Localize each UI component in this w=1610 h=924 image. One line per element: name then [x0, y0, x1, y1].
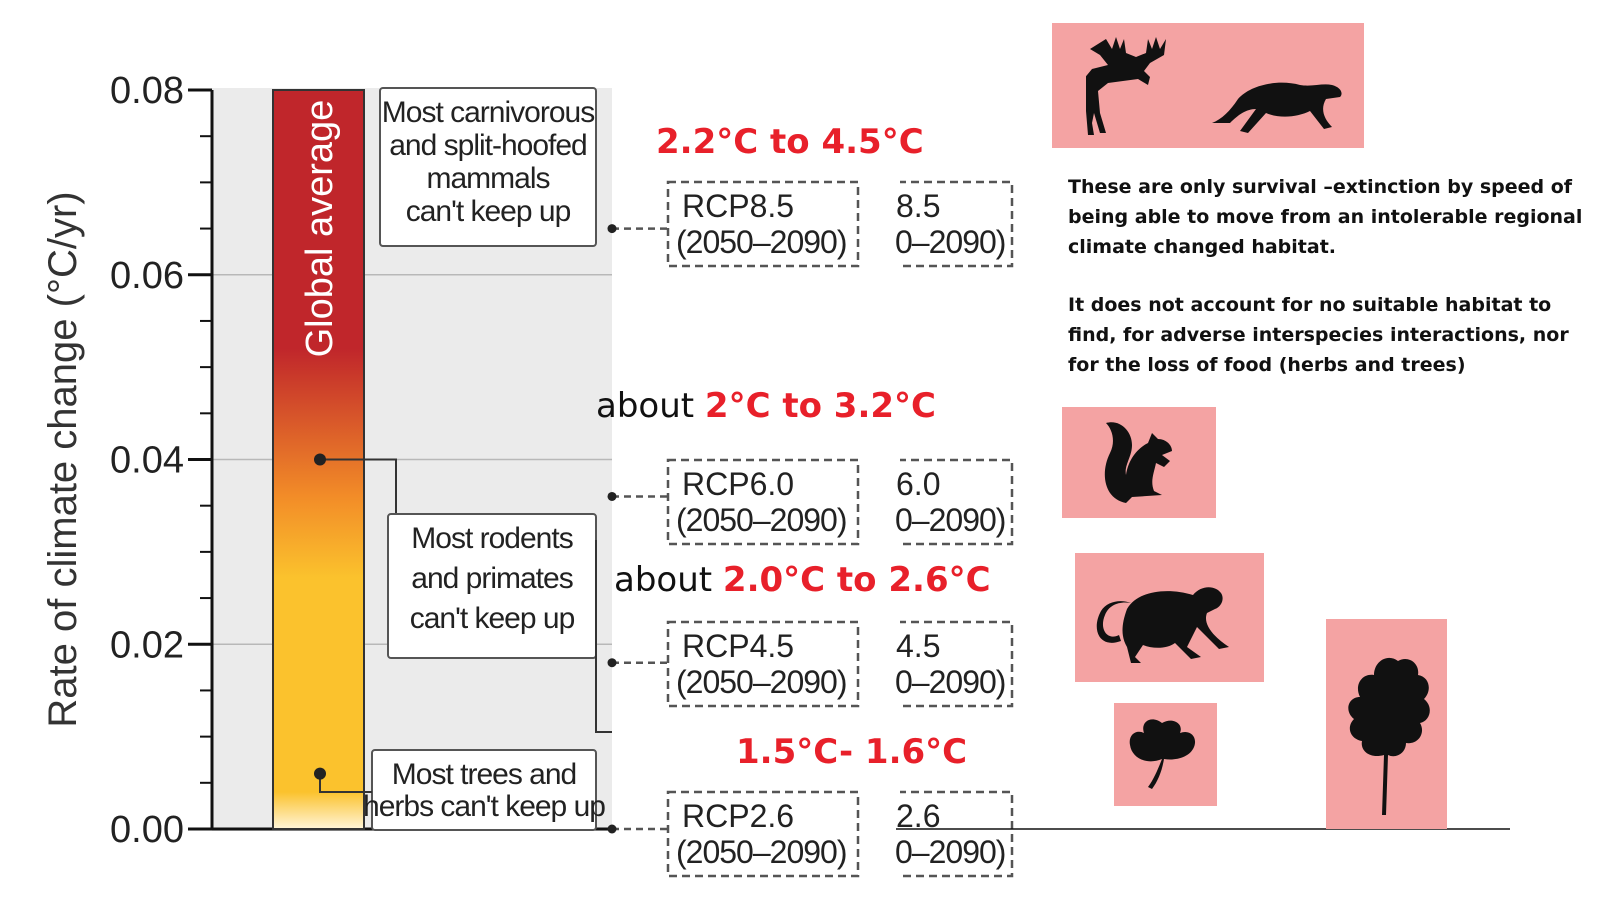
threshold-callout: Most rodents and primates can't keep up — [387, 513, 612, 734]
callout-text-line: Most trees and — [392, 758, 576, 791]
callout-text-line: and split-hoofed — [389, 129, 587, 162]
scenario-box — [666, 790, 860, 878]
callout-box — [371, 749, 597, 831]
scenario-name-partial: 2.6 — [896, 798, 940, 834]
y-tick-label: 0.00 — [110, 809, 184, 851]
scenario-period: (2050–2090) — [676, 224, 846, 260]
herb-tile — [1114, 703, 1217, 806]
y-tick-label: 0.08 — [110, 70, 184, 112]
scenario-period-partial: 0–2090) — [895, 224, 1005, 260]
y-tick-label: 0.04 — [110, 440, 184, 482]
callout-text-line: Most carnivorous — [382, 96, 594, 129]
rcp-scenario-rcp60: RCP6.0(2050–2090) 6.00–2090) — [607, 457, 1014, 547]
scenario-name-partial: 4.5 — [896, 628, 940, 664]
partial-clip — [894, 179, 900, 269]
rcp-scenario-rcp26: RCP2.6(2050–2090) 2.60–2090) — [607, 789, 1014, 879]
scenario-name: RCP4.5 — [682, 628, 794, 664]
cheetah-icon — [1212, 82, 1342, 133]
leaf-icon — [1129, 719, 1196, 789]
scenario-marker — [607, 224, 617, 234]
headline-rcp45: about 2.0°C to 2.6°C — [614, 560, 991, 600]
scenario-box — [666, 180, 860, 268]
rcp-scenario-rcp45: RCP4.5(2050–2090) 4.50–2090) — [607, 619, 1014, 709]
headline-rcp85: 2.2°C to 4.5°C — [656, 122, 924, 162]
scenario-period: (2050–2090) — [676, 834, 846, 870]
scenario-box — [666, 620, 860, 708]
monkey-icon — [1096, 587, 1229, 663]
callout-text-line: Most rodents — [411, 522, 572, 555]
squirrel-icon — [1104, 422, 1172, 503]
callout-box — [379, 87, 597, 247]
scenario-box-partial — [896, 790, 1014, 878]
threshold-marker — [314, 767, 326, 780]
callout-leader — [595, 540, 612, 734]
rodent-tile — [1062, 407, 1216, 518]
scenario-period: (2050–2090) — [676, 502, 846, 538]
scenario-period-partial: 0–2090) — [895, 664, 1005, 700]
callout-text-line: herbs can't keep up — [363, 790, 605, 823]
y-axis-label: Rate of climate change (°C/yr) — [41, 191, 85, 727]
moose-icon — [1086, 37, 1166, 135]
scenario-marker — [607, 824, 617, 834]
note-paragraph-1: These are only survival –extinction by s… — [1068, 176, 1583, 258]
tree-tile — [1326, 619, 1447, 829]
headline-rcp26: 1.5°C- 1.6°C — [736, 732, 968, 772]
y-tick-label: 0.02 — [110, 624, 184, 666]
tree-icon — [1348, 657, 1430, 815]
scenario-name-partial: 8.5 — [896, 188, 940, 224]
primate-tile — [1075, 553, 1264, 682]
callout-leader — [319, 773, 372, 794]
scenario-box — [666, 458, 860, 546]
partial-clip — [894, 789, 900, 879]
callout-text-line: can't keep up — [406, 195, 571, 228]
partial-clip — [894, 457, 900, 547]
scenario-name: RCP2.6 — [682, 798, 794, 834]
large-mammals-tile — [1052, 23, 1364, 148]
scenario-name: RCP8.5 — [682, 188, 794, 224]
callout-text-line: and primates — [411, 562, 572, 595]
scenario-box-partial — [896, 180, 1014, 268]
callout-text-line: mammals — [426, 162, 549, 195]
bar-label: Global average — [299, 100, 341, 358]
scenario-name-partial: 6.0 — [896, 466, 940, 502]
rcp-scenario-rcp85: RCP8.5(2050–2090) 8.50–2090) — [607, 179, 1014, 269]
partial-clip — [894, 619, 900, 709]
scenario-name: RCP6.0 — [682, 466, 794, 502]
callout-text-line: can't keep up — [410, 602, 575, 635]
scenario-period: (2050–2090) — [676, 664, 846, 700]
note-paragraph-2: It does not account for no suitable habi… — [1068, 294, 1569, 376]
headline-rcp60: about 2°C to 3.2°C — [596, 386, 936, 426]
scenario-marker — [607, 658, 617, 668]
scenario-box-partial — [896, 458, 1014, 546]
threshold-marker — [314, 453, 326, 466]
scenario-period-partial: 0–2090) — [895, 834, 1005, 870]
explanation-note: These are only survival –extinction by s… — [1068, 172, 1598, 380]
y-tick-label: 0.06 — [110, 255, 184, 297]
scenario-box-partial — [896, 620, 1014, 708]
scenario-marker — [607, 491, 617, 501]
scenario-period-partial: 0–2090) — [895, 502, 1005, 538]
callout-leader — [320, 458, 397, 516]
